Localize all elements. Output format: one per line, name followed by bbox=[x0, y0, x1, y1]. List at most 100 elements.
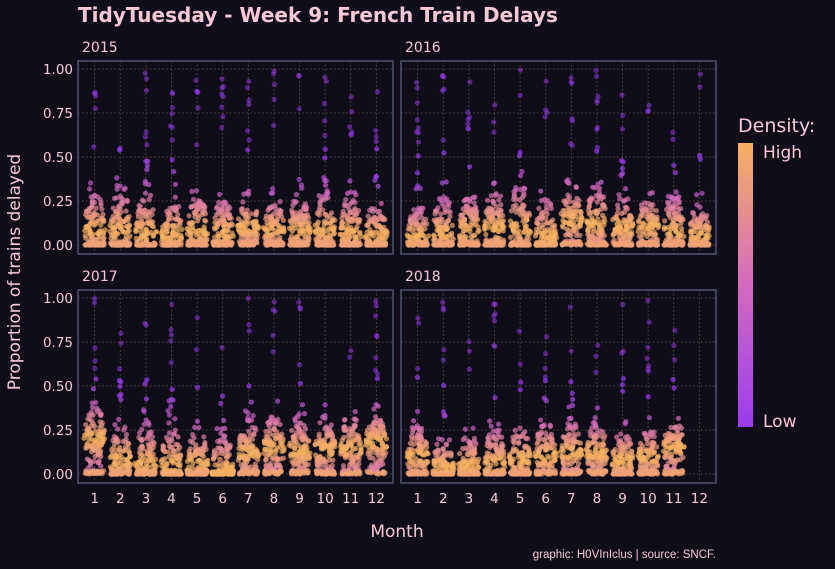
data-point bbox=[265, 242, 271, 248]
data-point bbox=[266, 423, 272, 429]
data-point bbox=[287, 218, 293, 224]
data-point bbox=[246, 328, 252, 334]
data-point bbox=[89, 200, 96, 206]
data-point bbox=[145, 419, 152, 426]
data-point bbox=[171, 431, 178, 437]
data-point bbox=[159, 463, 165, 469]
data-point bbox=[491, 129, 497, 135]
data-point bbox=[271, 426, 277, 432]
data-point bbox=[292, 416, 298, 422]
data-point bbox=[163, 468, 169, 474]
data-point bbox=[348, 348, 354, 354]
data-point bbox=[224, 240, 230, 246]
data-point bbox=[627, 212, 633, 219]
x-tick-label: 3 bbox=[142, 491, 151, 507]
data-point bbox=[596, 195, 602, 201]
data-point bbox=[356, 441, 362, 447]
data-point bbox=[117, 240, 123, 246]
data-point bbox=[278, 434, 284, 440]
data-point bbox=[329, 451, 335, 457]
data-point bbox=[488, 193, 494, 199]
data-point bbox=[168, 469, 174, 475]
data-point bbox=[138, 460, 144, 466]
data-point bbox=[277, 199, 283, 205]
data-point bbox=[98, 222, 104, 228]
data-point bbox=[94, 468, 100, 474]
data-point bbox=[565, 192, 571, 198]
data-point bbox=[688, 230, 694, 236]
data-point bbox=[141, 409, 147, 415]
data-point bbox=[293, 192, 299, 198]
data-point bbox=[117, 145, 123, 151]
data-point bbox=[223, 446, 229, 452]
data-point bbox=[547, 239, 553, 245]
data-point bbox=[620, 112, 626, 118]
data-point bbox=[705, 229, 711, 235]
data-point bbox=[344, 242, 350, 248]
data-point bbox=[342, 201, 348, 207]
data-point bbox=[669, 194, 675, 200]
data-point bbox=[300, 241, 306, 247]
data-point bbox=[672, 170, 678, 176]
data-point bbox=[125, 217, 131, 223]
data-point bbox=[431, 237, 437, 243]
data-point bbox=[408, 214, 414, 220]
data-point bbox=[142, 212, 148, 218]
data-point bbox=[92, 453, 98, 460]
data-point bbox=[225, 471, 231, 477]
data-point bbox=[188, 231, 194, 237]
data-point bbox=[172, 194, 178, 200]
data-point bbox=[108, 239, 114, 245]
data-point bbox=[351, 470, 358, 476]
data-point bbox=[439, 180, 445, 186]
data-point bbox=[93, 376, 99, 382]
data-point bbox=[171, 169, 177, 175]
facet-title: 2016 bbox=[405, 40, 441, 56]
data-point bbox=[645, 107, 652, 114]
data-point bbox=[244, 215, 250, 221]
data-point bbox=[100, 431, 106, 437]
data-point bbox=[344, 451, 350, 457]
data-point bbox=[169, 137, 175, 143]
data-point bbox=[169, 438, 175, 444]
data-point bbox=[168, 338, 174, 344]
data-point bbox=[211, 225, 218, 231]
data-point bbox=[212, 215, 218, 221]
data-point bbox=[126, 441, 132, 447]
data-point bbox=[517, 92, 523, 98]
data-point bbox=[265, 207, 271, 213]
data-point bbox=[93, 444, 99, 450]
data-point bbox=[376, 208, 382, 214]
data-point bbox=[186, 213, 192, 219]
data-point bbox=[330, 457, 336, 463]
data-point bbox=[125, 242, 131, 248]
data-point bbox=[87, 222, 93, 228]
data-point bbox=[83, 422, 89, 428]
data-point bbox=[269, 415, 276, 421]
data-point bbox=[143, 461, 149, 467]
data-point bbox=[109, 447, 115, 453]
data-point bbox=[467, 79, 473, 85]
data-point bbox=[116, 366, 123, 372]
data-point bbox=[102, 227, 108, 233]
data-point bbox=[250, 431, 257, 437]
data-point bbox=[296, 106, 302, 112]
data-point bbox=[494, 210, 500, 216]
data-point bbox=[277, 456, 283, 462]
data-point bbox=[513, 202, 519, 208]
data-point bbox=[146, 215, 152, 221]
data-point bbox=[175, 212, 181, 218]
data-point bbox=[511, 228, 517, 234]
data-point bbox=[150, 439, 156, 445]
data-point bbox=[483, 238, 489, 244]
data-point bbox=[347, 354, 353, 360]
data-point bbox=[302, 201, 308, 207]
data-point bbox=[329, 432, 335, 438]
data-point bbox=[230, 469, 236, 475]
data-point bbox=[482, 226, 488, 232]
data-point bbox=[472, 194, 478, 200]
data-point bbox=[236, 451, 242, 457]
data-point bbox=[253, 237, 259, 243]
data-point bbox=[571, 199, 577, 205]
data-point bbox=[117, 224, 123, 230]
